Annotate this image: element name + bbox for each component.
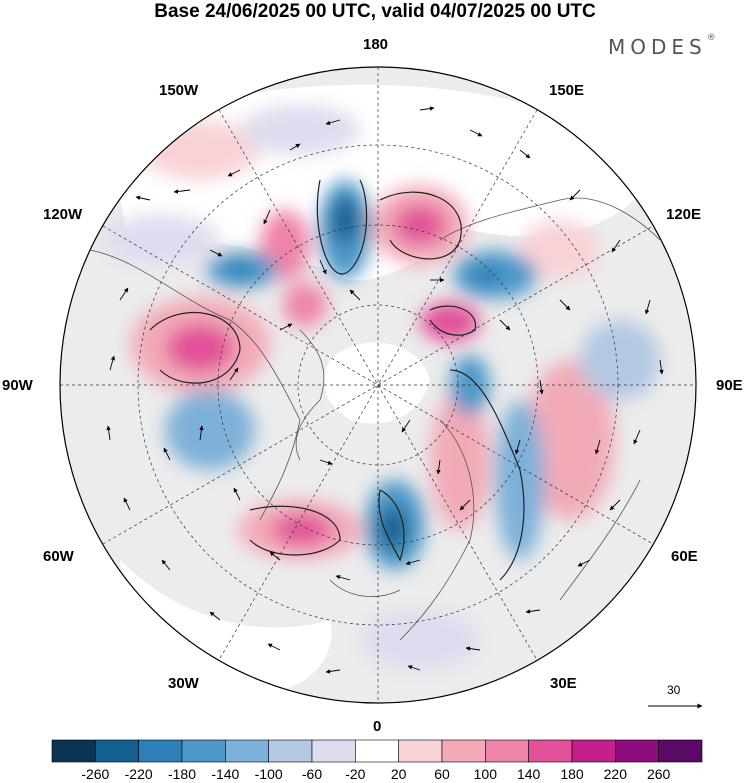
colorbar-swatch [398,739,443,763]
modes-logo: MODES® [608,33,716,59]
colorbar-tick-label: -60 [301,766,323,782]
colorbar-swatch [355,739,399,763]
map-title: Base 24/06/2025 00 UTC, valid 04/07/2025… [154,1,596,22]
colorbar-swatch [95,739,139,763]
lon-label-0: 0 [373,718,382,735]
colorbar-tick-label: 60 [434,766,450,782]
wind-vectors [106,106,664,674]
lon-label-150e: 150E [549,82,585,99]
lon-label-180: 180 [363,36,389,53]
lon-label-120w: 120W [43,206,83,223]
colorbar-tick-label: -260 [81,766,110,782]
colorbar-tick-label: 100 [473,766,498,782]
colorbar [51,739,703,763]
graticule [60,67,696,703]
colorbar-tick-label: -100 [254,766,283,782]
colorbar-labels: -260 -220 -180 -140 -100 -60 -20 20 60 100 140 180 2… [0,766,750,783]
colorbar-swatch [485,739,529,763]
lon-label-30e: 30E [550,675,577,692]
colorbar-tick-label: -220 [124,766,153,782]
lon-label-150w: 150W [159,82,199,99]
colorbar-swatch [51,739,96,763]
colorbar-swatch [571,739,616,763]
colorbar-tick-label: -180 [167,766,197,782]
colorbar-swatch [311,739,356,763]
colorbar-swatch [268,739,313,763]
coastlines [89,197,661,641]
colorbar-tick-label: -20 [345,766,366,782]
colorbar-tick-label: 180 [560,766,584,782]
colorbar-swatch [181,739,226,763]
colorbar-swatch [528,739,573,763]
lon-label-120e: 120E [666,206,702,223]
contours [149,179,525,581]
lon-label-30w: 30W [168,675,199,692]
colorbar-swatch [441,739,486,763]
colorbar-swatch [225,739,269,763]
lon-label-60w: 60W [43,548,74,565]
colorbar-tick-label: 20 [390,766,407,782]
lon-label-90w: 90W [2,377,33,394]
reference-vector-label: 30 [667,683,681,697]
lon-label-60e: 60E [671,548,698,565]
map-border [59,66,697,704]
colorbar-tick-label: 140 [516,766,541,782]
map-disc [60,67,696,703]
colorbar-swatch [658,739,703,763]
lon-label-90e: 90E [716,377,743,394]
colorbar-swatch [138,739,183,763]
colorbar-tick-label: 260 [646,766,671,782]
colorbar-swatch [615,739,659,763]
colorbar-tick-label: -140 [211,766,240,782]
colorbar-tick-label: 220 [603,766,628,782]
